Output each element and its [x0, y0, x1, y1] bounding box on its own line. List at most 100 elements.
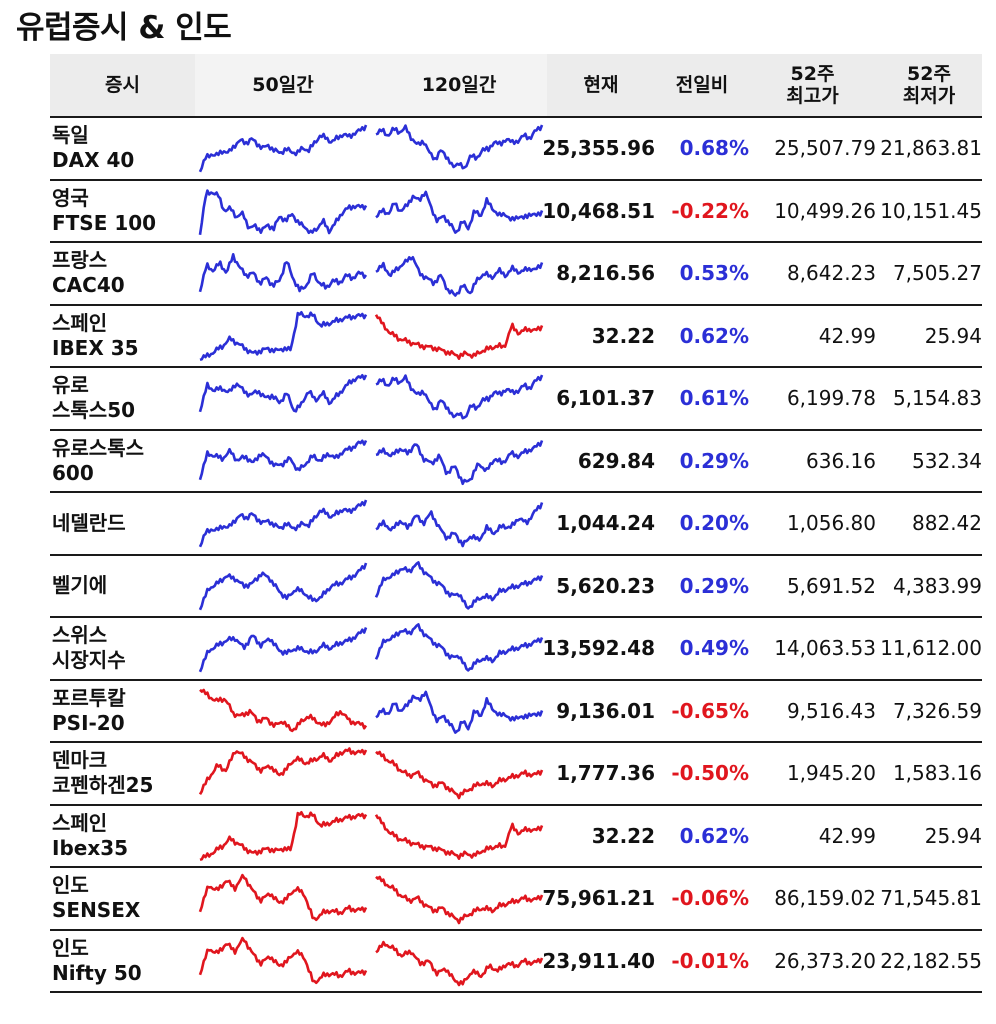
market-name-line2: PSI-20 [52, 710, 125, 735]
sparkline-120days [371, 556, 547, 617]
change-percent: 0.62% [679, 323, 749, 348]
sparkline-50days [195, 556, 371, 617]
sparkline-50days-chart [198, 499, 368, 548]
market-name-line2: 600 [52, 460, 94, 485]
sparkline-120days-chart-line [375, 439, 544, 485]
high-52w: 6,199.78 [786, 386, 876, 411]
table-row: 유로스톡스 600 629.84 0.29% 636.16 532.34 [50, 428, 982, 492]
table-row: 스위스 시장지수 13,592.48 0.49% 14,063.53 11,612.00 [50, 616, 982, 679]
table-row: 네델란드 1,044.24 0.20% 1,056.80 882.42 [50, 491, 982, 554]
market-name: 유로 스톡스50 [50, 368, 195, 429]
sparkline-120days-chart [374, 813, 544, 860]
sparkline-50days [195, 868, 371, 929]
sparkline-50days-chart [198, 874, 368, 922]
sparkline-50days [195, 618, 371, 679]
header-50days: 50일간 [195, 54, 371, 116]
sparkline-50days [195, 431, 371, 492]
sparkline-50days [195, 493, 371, 554]
change-percent: -0.50% [671, 761, 749, 786]
sparkline-120days [371, 181, 547, 242]
header-52w-low-line2: 최저가 [902, 85, 956, 107]
table-row: 인도 Nifty 50 23,911.40 -0.01% 26,373.20 22,182… [50, 928, 982, 993]
market-name-line1: 인도 [52, 935, 89, 960]
market-name: 인도 SENSEX [50, 868, 195, 929]
sparkline-50days-chart [198, 189, 368, 235]
current-price: 9,136.01 [556, 698, 655, 723]
sparkline-120days [371, 931, 547, 991]
market-name: 인도 Nifty 50 [50, 931, 195, 991]
sparkline-50days [195, 306, 371, 367]
high-52w: 636.16 [806, 448, 876, 473]
low-52w: 1,583.16 [892, 761, 982, 786]
sparkline-120days-chart [375, 256, 544, 298]
low-52w: 11,612.00 [880, 636, 982, 661]
current-price: 1,044.24 [556, 511, 655, 536]
sparkline-120days-chart-line [374, 813, 544, 860]
market-name-line2: CAC40 [52, 273, 125, 298]
sparkline-120days-chart-line [374, 623, 544, 672]
current-price: 1,777.36 [556, 761, 655, 786]
market-name-line1: 덴마크 [52, 748, 108, 773]
market-name-line1: 영국 [52, 185, 89, 210]
sparkline-50days-chart [198, 124, 368, 173]
sparkline-120days-chart [375, 875, 544, 925]
market-name-line1: 포르투칼 [52, 685, 126, 710]
sparkline-120days-chart-line [375, 190, 544, 234]
sparkline-50days-chart-line [198, 374, 368, 413]
sparkline-120days-chart-line [375, 256, 544, 298]
sparkline-50days-chart-line [198, 627, 368, 673]
sparkline-120days [371, 681, 547, 742]
table-row: 유로 스톡스50 6,101.37 0.61% 6,199.78 5,154.83 [50, 366, 982, 429]
change-percent: -0.22% [671, 198, 749, 223]
header-120days: 120일간 [371, 54, 547, 116]
header-52w-low: 52주 최저가 [876, 54, 982, 116]
sparkline-120days [371, 243, 547, 304]
sparkline-50days-chart-line [198, 253, 368, 293]
sparkline-120days [371, 618, 547, 679]
market-name: 영국 FTSE 100 [50, 181, 195, 242]
table-row: 영국 FTSE 100 10,468.51 -0.22% 10,499.26 10,151… [50, 178, 982, 242]
table-row: 스페인 Ibex35 32.22 0.62% 42.99 25.94 [50, 803, 982, 867]
sparkline-50days-chart-line [198, 562, 368, 611]
market-table: 증시 50일간 120일간 현재 전일비 52주 최고가 52주 최저가 독일 DAX… [50, 54, 982, 993]
header-market: 증시 [50, 54, 195, 116]
sparkline-50days-chart-line [198, 189, 368, 235]
header-52w-low-line1: 52주 [907, 63, 951, 85]
table-row: 프랑스 CAC40 8,216.56 0.53% 8,642.23 7,505.27 [50, 241, 982, 304]
market-name: 프랑스 CAC40 [50, 243, 195, 304]
table-row: 벨기에 5,620.23 0.29% 5,691.52 4,383.99 [50, 553, 982, 617]
sparkline-120days-chart-line [375, 502, 544, 548]
market-name-line1: 벨기에 [52, 573, 108, 598]
low-52w: 7,326.59 [892, 698, 982, 723]
sparkline-120days-chart [375, 502, 544, 548]
current-price: 629.84 [577, 448, 655, 473]
sparkline-120days-chart-line [375, 750, 544, 800]
sparkline-120days-chart [374, 623, 544, 672]
current-price: 13,592.48 [542, 636, 655, 661]
market-name-line1: 인도 [52, 873, 89, 898]
high-52w: 9,516.43 [786, 698, 876, 723]
sparkline-120days-chart [374, 313, 544, 360]
high-52w: 1,056.80 [786, 511, 876, 536]
sparkline-120days [371, 806, 547, 867]
sparkline-50days [195, 931, 371, 991]
sparkline-120days-chart [374, 560, 544, 610]
header-52w-high-line2: 최고가 [786, 85, 839, 107]
table-header: 증시 50일간 120일간 현재 전일비 52주 최고가 52주 최저가 [50, 54, 982, 116]
sparkline-120days-chart [375, 690, 544, 734]
market-name-line1: 프랑스 [52, 248, 108, 273]
header-current: 현재 [547, 54, 655, 116]
market-name-line1: 스페인 [52, 310, 108, 335]
table-row: 스페인 IBEX 35 32.22 0.62% 42.99 25.94 [50, 303, 982, 367]
table-row: 독일 DAX 40 25,355.96 0.68% 25,507.79 21,863.81 [50, 116, 982, 179]
sparkline-50days-chart [199, 688, 368, 732]
current-price: 6,101.37 [556, 386, 655, 411]
market-name-line2: DAX 40 [52, 148, 135, 173]
change-percent: 0.20% [679, 511, 749, 536]
market-name: 네델란드 [50, 493, 195, 554]
market-name-line2: Ibex35 [52, 835, 129, 860]
header-52w-high: 52주 최고가 [749, 54, 876, 116]
current-price: 32.22 [591, 323, 655, 348]
sparkline-120days [371, 868, 547, 929]
high-52w: 86,159.02 [774, 886, 876, 911]
